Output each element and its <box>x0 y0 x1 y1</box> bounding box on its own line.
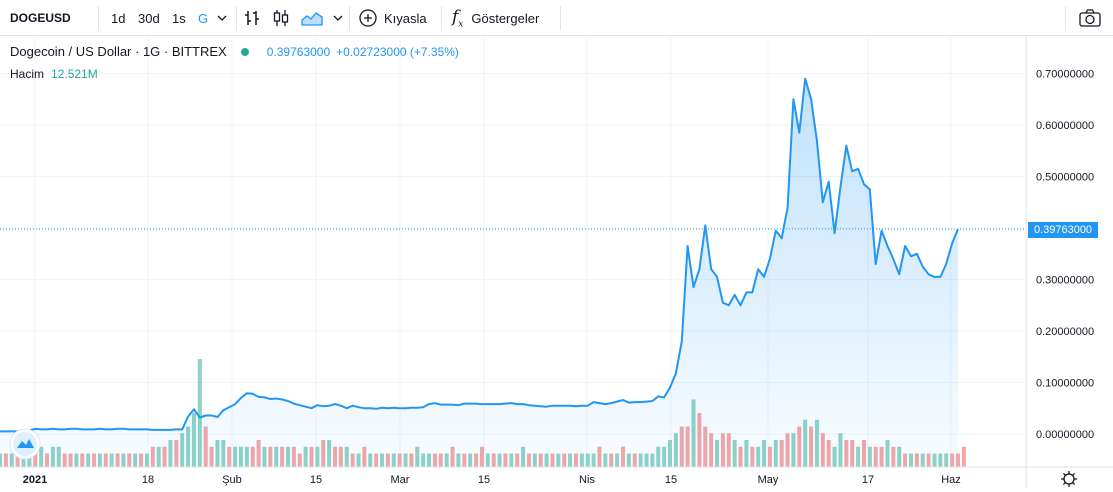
time-axis-label: Şub <box>222 474 242 486</box>
time-axis-label: 17 <box>862 474 874 486</box>
area-chart-icon <box>301 12 323 26</box>
interval-1d-button[interactable]: 1d <box>111 10 126 26</box>
price-axis-label: 0.00000000 <box>1036 429 1094 441</box>
time-axis-label: Nis <box>579 474 595 486</box>
toolbar-divider <box>1065 6 1066 30</box>
settings-icon[interactable] <box>1061 471 1077 487</box>
market-status-dot <box>240 47 249 56</box>
price-axis-label: 0.50000000 <box>1036 172 1094 184</box>
bars-icon <box>245 11 259 25</box>
chevron-down-icon <box>333 15 343 21</box>
snapshot-button[interactable] <box>1079 8 1101 33</box>
plus-circle-icon <box>359 9 377 27</box>
volume-label: Hacim <box>10 67 45 81</box>
last-price-label: 0.39763000 <box>1028 222 1098 238</box>
bar-chart-style-button[interactable] <box>244 0 262 36</box>
toolbar-divider <box>560 6 561 30</box>
camera-icon <box>1079 9 1101 27</box>
function-icon: fx <box>452 6 464 30</box>
volume-value: 12.521M <box>51 67 98 81</box>
price-axis-label: 0.60000000 <box>1036 120 1094 132</box>
symbol-search[interactable]: DOGEUSD <box>10 11 71 25</box>
price-axis-label: 0.20000000 <box>1036 326 1094 338</box>
toolbar-divider <box>236 6 237 30</box>
time-axis-label: Mar <box>391 474 410 486</box>
legend-title: Dogecoin / US Dollar · 1G · BITTREX <box>10 44 227 59</box>
legend-change: +0.02723000 (+7.35%) <box>336 44 459 59</box>
toolbar-divider <box>98 6 99 30</box>
interval-1g-button[interactable]: G <box>198 10 209 26</box>
price-axis-label: 0.10000000 <box>1036 378 1094 390</box>
volume-legend: Hacim 12.521M <box>10 67 98 81</box>
price-axis-label: 0.70000000 <box>1036 69 1094 81</box>
price-chart[interactable]: 0.700000000.600000000.500000000.40000000… <box>0 37 1113 487</box>
candles-icon <box>273 10 289 26</box>
compare-label: Kıyasla <box>384 10 427 26</box>
interval-dropdown[interactable] <box>216 0 228 36</box>
legend-price: 0.39763000 <box>266 44 331 59</box>
logo-icon <box>9 428 41 460</box>
interval-30d-button[interactable]: 30d <box>138 10 160 26</box>
toolbar-divider <box>441 6 442 30</box>
time-axis-label: 15 <box>478 474 490 486</box>
area-chart-style-button[interactable] <box>301 0 323 36</box>
time-axis-label: 2021 <box>23 474 47 486</box>
indicators-button[interactable]: fx Göstergeler <box>452 0 539 36</box>
chart-legend: Dogecoin / US Dollar · 1G · BITTREX 0.39… <box>10 44 459 59</box>
price-line <box>0 77 959 433</box>
time-axis-label: 15 <box>665 474 677 486</box>
interval-1s-button[interactable]: 1s <box>172 10 186 26</box>
time-axis-label: 18 <box>142 474 154 486</box>
time-axis-label: Haz <box>941 474 961 486</box>
volume-bar <box>961 446 966 467</box>
toolbar-divider <box>349 6 350 30</box>
chart-style-dropdown[interactable] <box>332 0 344 36</box>
time-axis-label: May <box>758 474 779 486</box>
chevron-down-icon <box>217 15 227 21</box>
price-axis-label: 0.30000000 <box>1036 275 1094 287</box>
time-axis-label: 15 <box>310 474 322 486</box>
volume-bar <box>197 359 202 467</box>
chart-area[interactable]: 0.700000000.600000000.500000000.40000000… <box>0 37 1113 487</box>
candle-chart-style-button[interactable] <box>272 0 290 36</box>
price-area-fill <box>0 78 958 467</box>
indicators-label: Göstergeler <box>471 10 540 26</box>
compare-button[interactable]: Kıyasla <box>359 0 427 36</box>
top-toolbar: DOGEUSD 1d 30d 1s G Kıyasla fx Göstergel… <box>0 0 1113 36</box>
